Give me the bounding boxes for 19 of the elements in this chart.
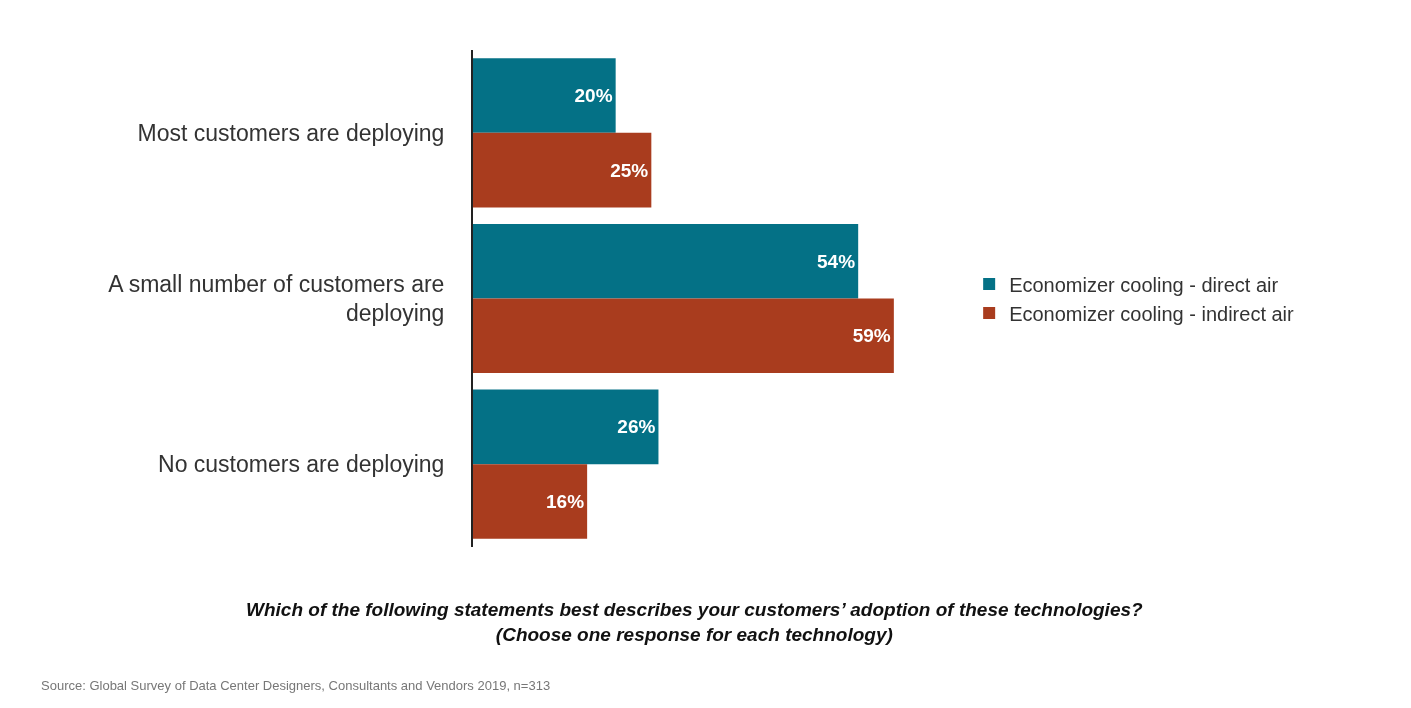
source-note: Source: Global Survey of Data Center Designers, Consultants and Vendors 2019, n=313 <box>41 678 551 693</box>
data-label: 26% <box>617 416 656 438</box>
bar <box>473 298 894 374</box>
data-label: 25% <box>610 159 649 181</box>
text: Which of the following statements best describes your customers’ adoption of these technologies? (Choose one response for each technology) <box>246 599 1144 645</box>
data-label: 54% <box>817 250 856 272</box>
legend-label: Economizer cooling - direct air <box>1009 273 1279 296</box>
data-label: 16% <box>546 490 585 512</box>
bar <box>473 58 616 133</box>
bar <box>473 464 588 539</box>
data-label: 20% <box>574 85 613 107</box>
data-label: 59% <box>852 325 891 347</box>
legend-label: Economizer cooling - indirect air <box>1009 302 1295 325</box>
bar <box>473 132 652 208</box>
y-tick-label: Most customers are deploying <box>137 119 445 146</box>
bar <box>473 389 659 465</box>
y-tick-label: A small number of customers are deploying <box>108 270 445 327</box>
y-tick-label: No customers are deploying <box>158 451 445 478</box>
bar <box>473 223 859 299</box>
